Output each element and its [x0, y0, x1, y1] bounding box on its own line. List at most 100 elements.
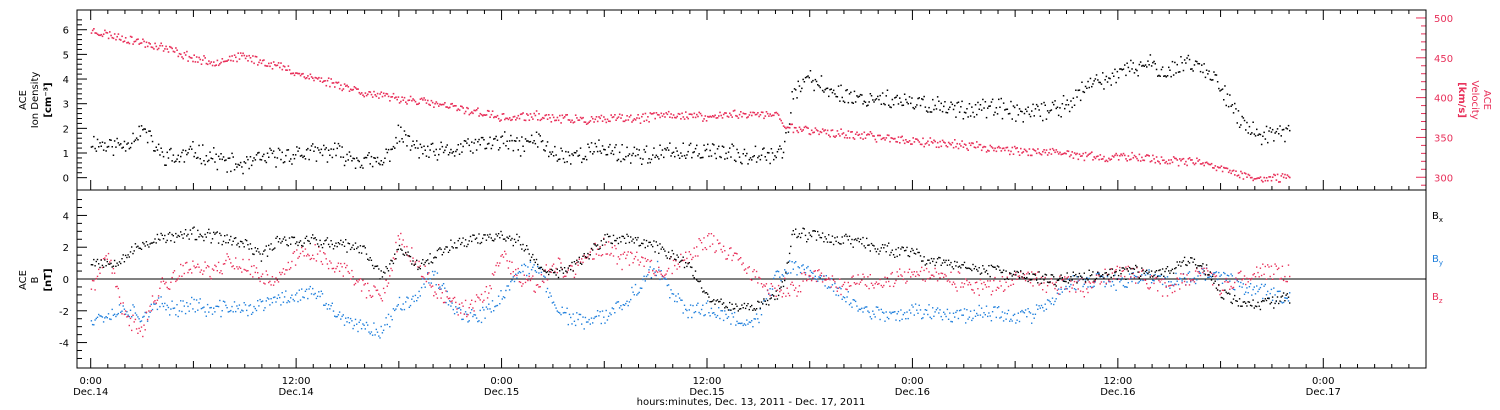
velocity-point	[790, 123, 792, 126]
bx-point	[780, 286, 782, 288]
ion-density-point	[335, 154, 337, 157]
velocity-point	[199, 58, 202, 61]
ion-density-point	[740, 161, 742, 164]
by-point	[238, 304, 241, 306]
bx-point	[216, 231, 218, 233]
bx-point	[574, 263, 577, 265]
velocity-point	[685, 111, 687, 113]
bx-point	[604, 234, 606, 236]
ion-density-point	[1203, 63, 1205, 65]
bz-point	[682, 259, 684, 262]
velocity-point	[1242, 178, 1245, 180]
bz-point	[1142, 268, 1144, 271]
ion-density-point	[600, 152, 603, 154]
by-point	[698, 311, 700, 314]
ion-density-point	[329, 154, 331, 156]
velocity-point	[363, 95, 365, 98]
bz-point	[658, 266, 660, 269]
by-point	[115, 315, 117, 318]
bx-point	[186, 235, 188, 237]
by-point	[694, 311, 697, 313]
velocity-point	[1136, 157, 1138, 160]
velocity-point	[1015, 147, 1017, 150]
bx-point	[298, 241, 300, 244]
bz-point	[528, 275, 530, 278]
by-point	[324, 304, 326, 306]
by-point	[272, 296, 275, 299]
velocity-point	[639, 122, 642, 124]
bz-point	[453, 296, 456, 299]
bx-point	[995, 268, 997, 270]
velocity-point	[412, 98, 414, 100]
bz-point	[287, 261, 289, 264]
velocity-point	[574, 114, 577, 116]
velocity-point	[368, 91, 370, 93]
bz-point	[1214, 275, 1216, 278]
velocity-point	[127, 41, 129, 44]
velocity-point	[495, 116, 497, 118]
bz-point	[1188, 284, 1191, 286]
bx-point	[123, 261, 126, 263]
by-point	[565, 312, 567, 314]
bz-point	[1289, 275, 1291, 278]
bz-point	[891, 271, 893, 274]
bz-point	[277, 281, 280, 283]
bx-point	[305, 235, 308, 238]
bz-point	[1198, 272, 1200, 274]
by-point	[511, 279, 513, 281]
velocity-point	[359, 93, 362, 95]
ion-density-point	[1186, 57, 1188, 59]
ion-density-point	[763, 147, 765, 149]
ion-density-point	[584, 155, 587, 158]
ion-density-point	[236, 166, 238, 168]
bx-point	[483, 234, 485, 236]
bz-point	[746, 272, 748, 274]
by-point	[118, 304, 121, 306]
ion-density-point	[995, 107, 998, 109]
bx-point	[1194, 264, 1197, 266]
bx-point	[1212, 275, 1214, 277]
velocity-point	[1221, 170, 1224, 173]
ion-density-point	[209, 151, 211, 153]
by-point	[1148, 269, 1150, 271]
bz-point	[543, 281, 545, 284]
ion-density-point	[156, 149, 159, 151]
bz-point	[760, 283, 763, 285]
velocity-point	[440, 104, 442, 106]
bx-point	[1165, 268, 1167, 270]
bz-point	[674, 264, 676, 267]
bz-point	[660, 273, 662, 275]
ion-density-point	[1197, 62, 1199, 65]
velocity-point	[735, 114, 737, 117]
by-point	[1054, 300, 1056, 303]
velocity-point	[386, 93, 389, 95]
bz-point	[806, 279, 808, 282]
by-point	[151, 308, 154, 311]
by-point	[932, 307, 934, 309]
ion-density-point	[1033, 115, 1035, 117]
bz-point	[307, 253, 309, 255]
bz-point	[1154, 277, 1156, 279]
velocity-point	[823, 130, 825, 132]
bx-point	[697, 280, 699, 282]
bz-point	[248, 258, 250, 261]
bz-point	[1287, 264, 1290, 266]
by-point	[642, 278, 644, 281]
by-point	[713, 312, 715, 314]
bx-point	[310, 237, 313, 239]
bz-point	[803, 271, 805, 274]
bx-point	[746, 305, 748, 307]
by-point	[1093, 285, 1095, 287]
velocity-point	[271, 68, 274, 70]
ion-density-point	[1061, 103, 1064, 105]
ion-density-point	[947, 108, 950, 111]
bz-point	[1267, 264, 1269, 266]
velocity-point	[913, 141, 916, 143]
bz-point	[874, 283, 876, 285]
bx-point	[781, 281, 783, 283]
bz-point	[305, 255, 308, 257]
velocity-point	[330, 78, 332, 80]
velocity-point	[1172, 156, 1175, 158]
by-point	[1119, 281, 1121, 283]
by-point	[672, 293, 675, 295]
